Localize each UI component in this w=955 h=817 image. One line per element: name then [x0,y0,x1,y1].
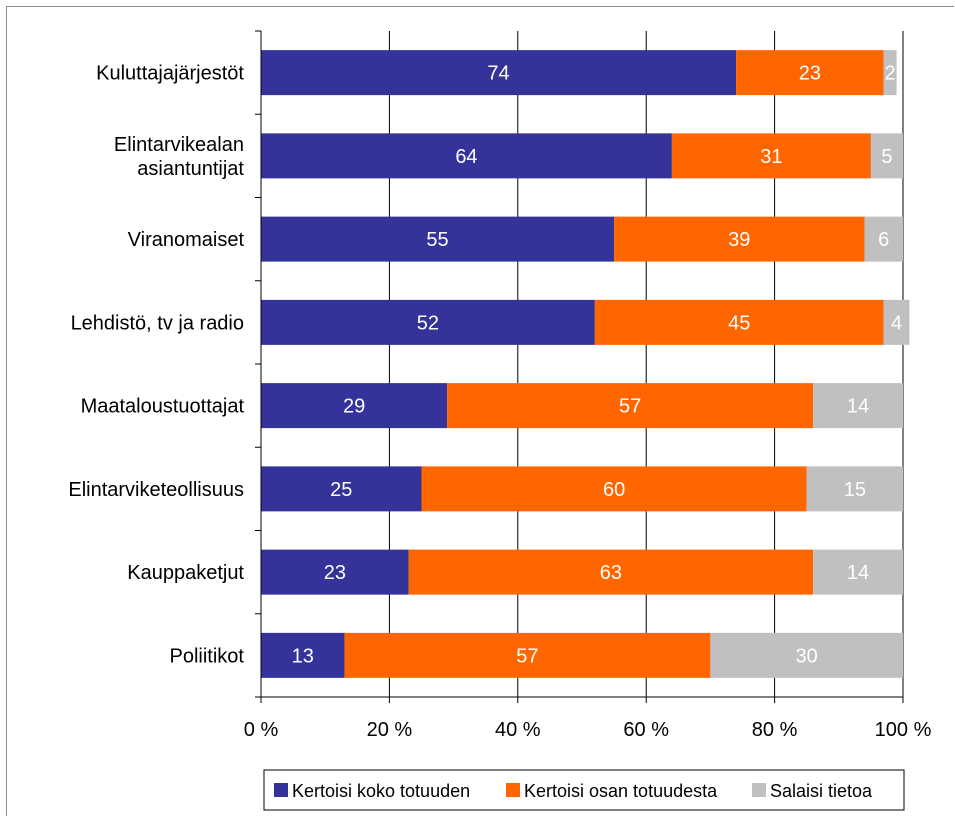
category-label: Kuluttajajärjestöt [96,63,244,85]
bar-segment [813,549,903,595]
bar-segment [421,466,807,512]
bar-segment [261,632,345,678]
data-label: 23 [799,63,821,85]
bar-segment [883,299,910,345]
data-label: 23 [324,562,346,584]
chart-frame [6,6,954,816]
data-label: 5 [881,146,892,168]
data-label: 6 [878,229,889,251]
x-tick-label: 100 % [875,719,932,741]
legend: Kertoisi koko totuuden Kertoisi osan totu… [263,769,905,811]
bar-segment [614,216,865,262]
data-label: 29 [343,396,365,418]
data-label: 30 [796,645,818,667]
data-label: 45 [728,312,750,334]
bar-segment [261,50,737,96]
x-tick-label: 60 % [623,719,669,741]
category-label: Poliitikot [170,645,245,667]
legend-label: Kertoisi osan totuudesta [524,781,718,801]
data-label: 25 [330,479,352,501]
category-label: Elintarvikealan asiantuntijat [114,134,245,180]
bar-segment [883,50,897,96]
bar-segment [594,299,884,345]
bar-segment [710,632,903,678]
bar-segment [813,383,903,429]
bar-segment [447,383,814,429]
data-label: 60 [603,479,625,501]
bar-segment [736,50,884,96]
bars [261,50,910,678]
data-label: 2 [885,63,896,85]
data-label: 4 [891,312,902,334]
category-label: Maataloustuottajat [81,396,245,418]
x-tick-label: 0 % [244,719,279,741]
x-tick-label: 80 % [752,719,798,741]
bar-segment [408,549,814,595]
data-label: 57 [619,396,641,418]
legend-swatch [274,783,288,797]
legend-label: Salaisi tietoa [770,781,873,801]
gridlines [388,31,904,697]
bar-segment [344,632,711,678]
data-label: 64 [455,146,477,168]
data-label: 15 [844,479,866,501]
data-label: 57 [516,645,538,667]
bar-segment [870,133,903,179]
bar-segment [261,299,595,345]
data-label: 74 [487,63,509,85]
data-label: 31 [760,146,782,168]
data-label: 39 [728,229,750,251]
bar-segment [261,216,615,262]
data-label: 55 [426,229,448,251]
bar-segment [864,216,903,262]
data-label: 52 [417,312,439,334]
category-label: Viranomaiset [128,229,245,251]
bar-segment [261,549,409,595]
axes: 0 % 20 % 40 % 60 % 80 % 100 % Kuluttajajärjest… [68,30,932,741]
data-label: 63 [600,562,622,584]
category-label: Elintarviketeollisuus [68,479,244,501]
bar-segment [806,466,903,512]
x-tick-label: 40 % [495,719,541,741]
category-label: Lehdistö, tv ja radio [71,312,244,334]
data-label: 14 [847,396,869,418]
x-tick-label: 20 % [367,719,413,741]
data-label: 13 [292,645,314,667]
data-label: 14 [847,562,869,584]
legend-swatch [752,783,766,797]
bar-segment [261,383,448,429]
legend-box [263,769,905,811]
bar-segment [261,466,422,512]
legend-swatch [506,783,520,797]
bar-segment [261,133,672,179]
category-label: Kauppaketjut [127,562,244,584]
bar-segment [671,133,871,179]
legend-label: Kertoisi koko totuuden [292,781,470,801]
